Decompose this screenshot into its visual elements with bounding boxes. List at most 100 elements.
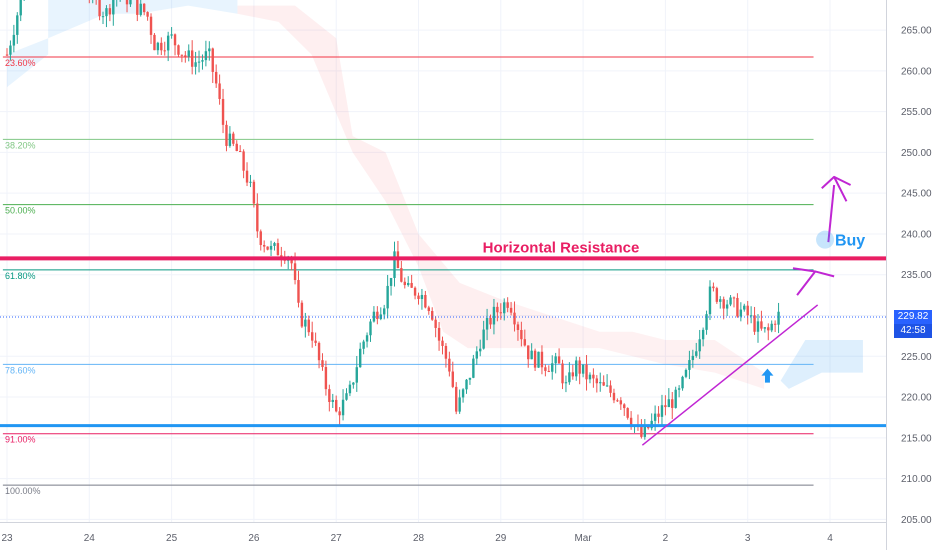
y-tick-label: 245.00 [901, 189, 932, 200]
candle-body [290, 258, 293, 264]
candle-body [249, 181, 252, 183]
candle-body [403, 281, 406, 286]
candle-body [341, 399, 345, 416]
candle-body [177, 45, 180, 55]
candle-body [657, 413, 660, 417]
candle-body [520, 329, 523, 340]
candle-body [156, 42, 160, 51]
candle-body [352, 382, 355, 385]
candle [259, 229, 262, 251]
candle-body [602, 382, 605, 386]
candle-body [729, 297, 732, 305]
candle [753, 306, 756, 335]
fibonacci-levels: 0.00%23.60%38.20%50.00%61.80%78.60%91.00… [2, 56, 814, 496]
candle [348, 380, 352, 397]
buy-marker [816, 230, 835, 249]
candle-body [557, 356, 561, 364]
candle [262, 240, 266, 253]
candle-body [211, 48, 214, 72]
candle [592, 368, 595, 388]
candle [9, 40, 12, 61]
candle-body [348, 384, 352, 394]
candle-body [235, 143, 238, 151]
candle [492, 298, 496, 335]
candle [139, 0, 142, 17]
candle-body [578, 360, 581, 374]
candle [424, 290, 427, 309]
x-tick-label: 28 [413, 533, 425, 544]
candle-body [276, 243, 280, 256]
x-tick-label: 27 [331, 533, 343, 544]
candle [321, 353, 324, 371]
candle-body [609, 385, 612, 393]
candle-body [595, 378, 599, 384]
candle [509, 301, 513, 316]
candle [376, 306, 379, 325]
candle [256, 193, 259, 238]
candle-body [533, 350, 537, 368]
fib-level-label: 91.00% [5, 435, 36, 445]
candle [575, 356, 578, 381]
fib-level-label: 50.00% [5, 206, 36, 216]
current-price-badge: 229.82 [894, 309, 932, 324]
candle [623, 403, 626, 416]
candle-body [328, 389, 331, 402]
candle-body [568, 372, 571, 383]
candle [588, 372, 592, 384]
candle [211, 47, 214, 84]
candle [232, 131, 235, 147]
candle-body [331, 399, 334, 402]
candle-body [701, 329, 705, 340]
candle-body [561, 363, 564, 384]
candle [732, 296, 736, 308]
candle [235, 140, 238, 152]
candle [523, 329, 527, 347]
candle [520, 321, 523, 347]
candle [527, 345, 530, 368]
candle-body [437, 327, 441, 341]
candle-body [431, 311, 434, 320]
candle-body [626, 408, 629, 418]
x-tick-label: 29 [495, 533, 507, 544]
candle-body [664, 405, 667, 408]
projection-arrow-2-end [833, 176, 848, 202]
candle [441, 336, 444, 355]
candle-body [108, 8, 112, 15]
candle-body [688, 360, 691, 370]
candle [701, 327, 705, 347]
candle-body [551, 363, 554, 372]
candle [177, 44, 180, 57]
candle [341, 389, 345, 421]
candle-body [372, 311, 376, 322]
candle-body [448, 358, 451, 372]
x-tick-label: 3 [745, 533, 751, 544]
candle-body [461, 389, 465, 398]
candle [331, 393, 334, 409]
candle [657, 406, 660, 424]
candle [413, 286, 417, 300]
candle [396, 240, 400, 269]
candle [468, 377, 472, 385]
candle-body [736, 297, 739, 317]
candle-body [256, 203, 259, 232]
cloud-segment [48, 0, 238, 39]
candle-body [173, 34, 177, 46]
candle-body [451, 371, 454, 387]
candle [125, 0, 129, 13]
candle [372, 306, 376, 323]
candle [228, 126, 232, 148]
candle-body [184, 55, 187, 57]
candle-body [530, 350, 533, 360]
candle-body [623, 404, 626, 409]
candle [595, 375, 599, 393]
candle [252, 179, 256, 208]
candle [136, 0, 139, 22]
candle [355, 356, 358, 392]
candle-body [197, 61, 201, 63]
candle [393, 241, 396, 287]
candle-body [245, 170, 249, 183]
candle [297, 270, 300, 308]
candle-body [187, 50, 190, 57]
candle-body [228, 133, 232, 146]
